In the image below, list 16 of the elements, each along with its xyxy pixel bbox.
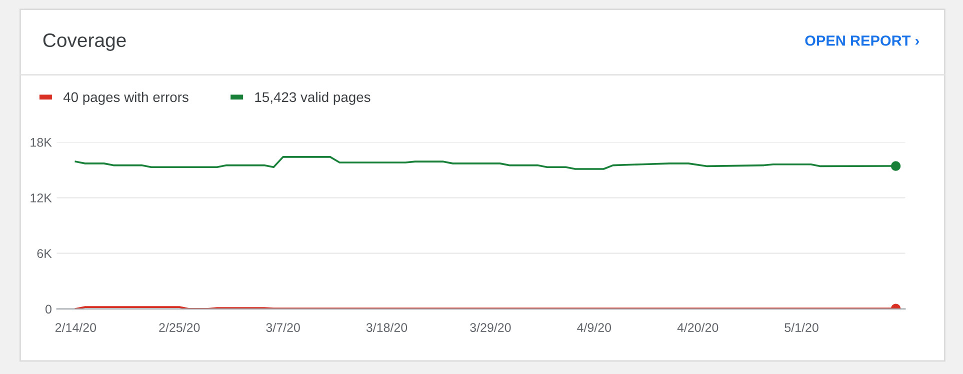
x-tick-label: 4/20/20 (677, 322, 718, 332)
legend-label: 15,423 valid pages (255, 92, 370, 105)
y-tick-label: 6K (37, 249, 52, 258)
x-tick-label: 3/29/20 (470, 322, 511, 332)
y-tick-label: 18K (30, 138, 52, 147)
x-tick-label: 2/14/20 (55, 322, 96, 332)
x-tick-label: 2/25/20 (159, 322, 200, 332)
x-tick-label: 3/18/20 (366, 322, 408, 332)
x-tick-label: 5/1/20 (784, 322, 818, 332)
chart-title: Coverage (43, 33, 126, 51)
x-tick-label: 3/7/20 (266, 322, 300, 332)
y-tick-label: 12K (30, 194, 52, 202)
y-tick-label: 0 (45, 304, 52, 314)
legend-label: 40 pages with errors (63, 92, 188, 105)
text: OPEN REPORT › (805, 35, 920, 46)
x-tick-label: 4/9/20 (577, 322, 612, 332)
